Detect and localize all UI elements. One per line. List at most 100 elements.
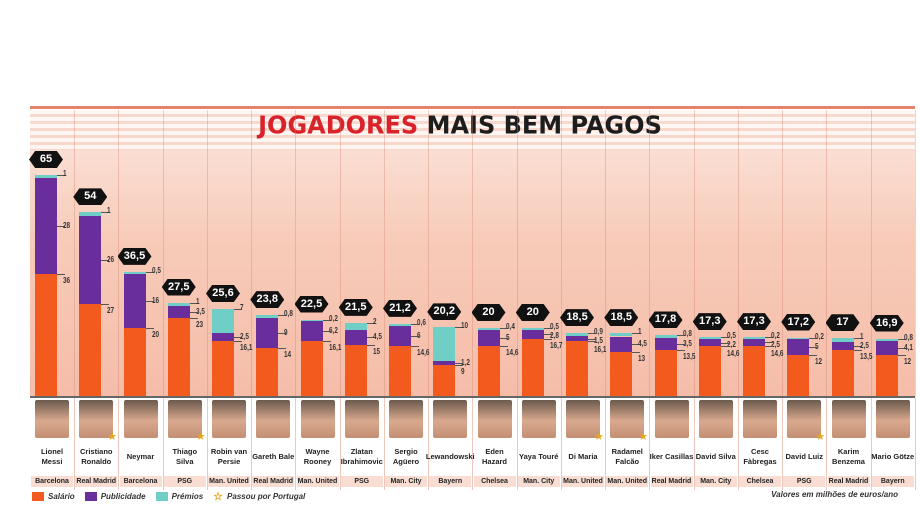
label-leader: [57, 226, 65, 227]
player-cell: ★ Cristiano Ronaldo Real Madrid: [74, 398, 120, 490]
label-leader: [809, 346, 818, 348]
label-leader: [499, 346, 508, 348]
bar-salario: [79, 304, 102, 396]
label-salario: 14,6: [505, 348, 518, 358]
total-badge: 54: [73, 188, 108, 206]
label-leader: [234, 341, 242, 343]
player-photo: [521, 400, 556, 438]
label-premios: 0,9: [594, 327, 603, 337]
label-premios: 0,8: [284, 309, 294, 319]
bar-publicidade: [79, 215, 102, 305]
player-photo: [300, 400, 335, 438]
label-leader: [411, 323, 419, 325]
legend-label: Salário: [48, 492, 75, 501]
bar-publicidade: [123, 273, 146, 328]
label-premios: 0,5: [151, 265, 161, 275]
player-cell: Cesc Fàbregas Chelsea: [738, 398, 783, 490]
label-premios: 0,2: [771, 331, 780, 341]
legend-portugal: ☆ Passou por Portugal: [213, 490, 305, 503]
label-premios: 7: [240, 302, 244, 312]
player-club: Man. United: [296, 476, 339, 487]
title-rule: [30, 106, 915, 109]
bar-salario: [610, 351, 633, 396]
label-publicidade: 3,5: [195, 306, 205, 316]
label-leader: [101, 212, 110, 214]
label-leader: [897, 338, 906, 340]
label-leader: [101, 260, 110, 261]
player-name: David Silva: [695, 452, 736, 461]
bar-premios: [300, 319, 323, 321]
label-salario: 16,7: [549, 341, 563, 351]
bar-publicidade: [521, 329, 544, 340]
label-leader: [853, 350, 862, 352]
label-publicidade: 28: [63, 221, 71, 230]
player-name: Yaya Touré: [519, 452, 559, 461]
label-premios: 0,5: [549, 322, 559, 331]
star-icon: ★: [638, 431, 649, 443]
column: [827, 110, 872, 397]
label-leader: [720, 342, 729, 344]
player-photo: [654, 400, 689, 438]
player-photo: [477, 400, 512, 438]
label-premios: 0,2: [328, 313, 338, 323]
bar-publicidade: [389, 325, 411, 347]
player-name: Thiago Silva: [172, 447, 198, 466]
label-salario: 15: [372, 347, 380, 356]
label-publicidade: 9: [284, 328, 288, 338]
legend-label: Passou por Portugal: [227, 492, 306, 501]
label-leader: [411, 346, 419, 348]
player-club: Real Madrid: [827, 476, 870, 487]
label-leader: [765, 337, 773, 339]
label-publicidade: 2,5: [240, 332, 249, 341]
label-leader: [853, 345, 862, 347]
star-icon: ★: [107, 431, 118, 443]
player-name: Wayne Rooney: [303, 447, 332, 466]
total-badge: 17: [825, 314, 860, 332]
player-photo: [35, 400, 69, 438]
label-leader: [765, 346, 773, 348]
player-cell: Zlatan Ibrahimovic PSG: [340, 398, 385, 490]
column: [30, 110, 75, 397]
player-club: Man. City: [694, 476, 737, 487]
total-badge: 22,5: [294, 295, 329, 313]
player-name: Robin van Persie: [210, 447, 248, 466]
baseline: [30, 396, 915, 398]
bar-publicidade: [477, 329, 500, 347]
player-name: Di Maria: [568, 452, 598, 461]
star-icon: ☆: [213, 491, 224, 503]
label-leader: [632, 351, 641, 353]
label-salario: 13,5: [682, 352, 695, 362]
label-salario: 14,6: [726, 349, 740, 359]
player-name: Lionel Messi: [40, 447, 64, 466]
bar-salario: [167, 317, 190, 396]
star-icon: ★: [594, 431, 604, 443]
player-club: PSG: [340, 476, 383, 487]
player-cell: Lionel Messi Barcelona: [30, 398, 75, 490]
title-red: JOGADORES: [258, 110, 419, 140]
player-photo: [256, 400, 291, 438]
player-club: Barcelona: [31, 476, 73, 487]
bar-publicidade: [698, 338, 721, 347]
player-name: Cesc Fàbregas: [743, 447, 777, 466]
label-publicidade: 5: [815, 341, 819, 351]
label-leader: [189, 317, 198, 319]
label-salario: 9: [461, 367, 465, 377]
player-cell: Mario Götze Bayern: [871, 398, 916, 490]
bar-premios: [433, 327, 456, 362]
player-photo: [167, 400, 202, 438]
player-cell: Neymar Barcelona: [119, 398, 164, 490]
label-premios: 0,8: [682, 329, 692, 339]
bar-salario: [389, 346, 411, 396]
label-salario: 12: [903, 357, 911, 367]
unit-note: Valores em milhões de euros/ano: [771, 490, 898, 499]
bar-salario: [477, 346, 500, 396]
label-premios: 1: [107, 206, 111, 216]
total-badge: 18,5: [604, 309, 639, 327]
bar-publicidade: [875, 341, 898, 356]
column: [517, 110, 562, 397]
bar-premios: [875, 338, 898, 342]
label-publicidade: 1,5: [594, 336, 603, 346]
bar-salario: [433, 365, 456, 396]
label-leader: [588, 333, 596, 335]
bar-publicidade: [344, 329, 367, 345]
